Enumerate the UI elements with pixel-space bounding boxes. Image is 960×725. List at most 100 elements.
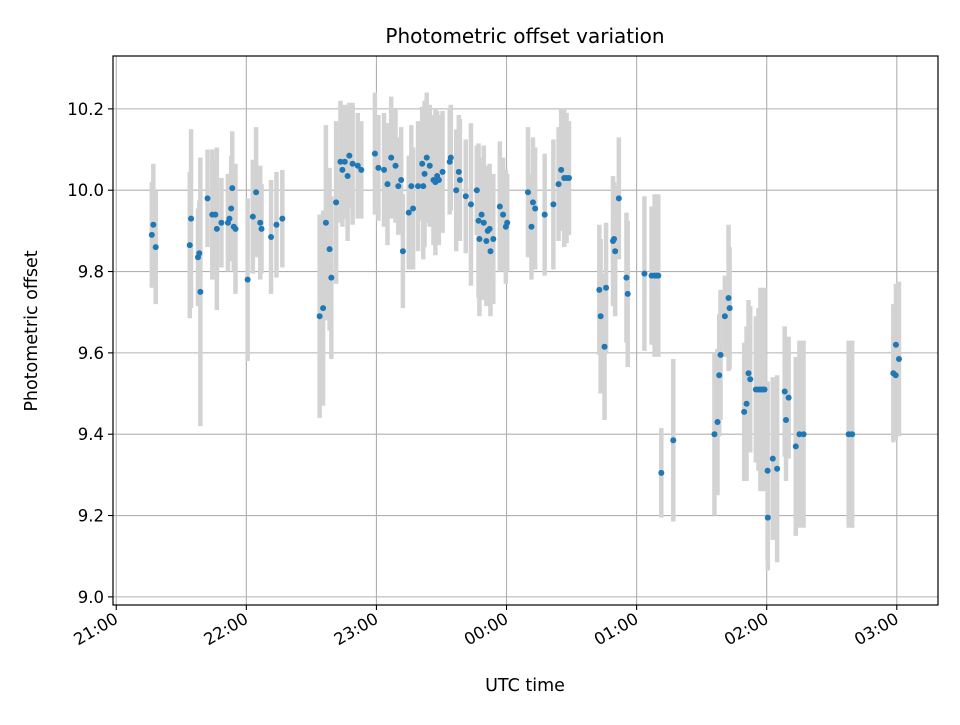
data-point (371, 150, 378, 157)
data-point (415, 183, 422, 190)
data-point (611, 236, 618, 242)
data-point (532, 205, 539, 212)
data-point (716, 372, 723, 379)
data-point (232, 225, 239, 232)
y-tick-label: 9.8 (78, 263, 104, 282)
data-point (764, 467, 771, 474)
data-point (333, 199, 340, 206)
data-point (747, 376, 754, 383)
data-point (612, 248, 619, 255)
data-point (258, 225, 265, 232)
data-point (408, 183, 415, 190)
data-point (624, 290, 631, 297)
data-point (496, 203, 503, 210)
data-point (339, 166, 346, 173)
data-point (279, 215, 286, 222)
data-point (892, 372, 899, 379)
data-point (197, 288, 204, 295)
data-point (152, 244, 159, 251)
data-point (455, 168, 462, 175)
data-point (487, 248, 494, 255)
data-point (253, 189, 260, 196)
data-point (244, 276, 251, 283)
data-point (426, 162, 433, 169)
data-point (478, 211, 485, 218)
data-point (741, 408, 748, 415)
data-point (781, 388, 788, 395)
data-point (349, 160, 356, 167)
data-point (435, 177, 442, 184)
data-point (476, 236, 483, 242)
data-point (344, 172, 351, 179)
y-axis-label: Photometric offset (22, 250, 42, 411)
y-tick-label: 9.4 (78, 425, 104, 444)
data-point (480, 219, 487, 226)
data-point (615, 195, 622, 202)
data-point (483, 238, 490, 245)
data-point (486, 225, 493, 232)
data-point (764, 514, 771, 521)
data-point (524, 189, 531, 196)
data-point (743, 400, 750, 407)
data-point (726, 305, 733, 312)
y-tick-label: 10.2 (67, 100, 104, 119)
data-point (785, 394, 792, 401)
data-point (717, 351, 724, 358)
data-point (597, 313, 604, 320)
data-point (725, 294, 732, 301)
data-point (658, 469, 665, 476)
data-point (745, 370, 752, 377)
data-point (326, 246, 333, 253)
data-point (228, 205, 235, 212)
data-point (268, 233, 275, 240)
data-point (670, 437, 677, 444)
data-point (328, 274, 335, 281)
data-point (388, 154, 395, 161)
data-point (213, 225, 220, 232)
data-point (204, 195, 211, 202)
data-point (796, 431, 803, 438)
y-tick-label: 9.0 (78, 588, 104, 607)
data-point (623, 274, 630, 281)
x-axis-label: UTC time (485, 676, 565, 696)
data-point (467, 201, 474, 208)
data-point (375, 164, 382, 171)
data-point (800, 431, 807, 438)
data-point (792, 443, 799, 450)
data-point (398, 177, 405, 184)
data-point (420, 183, 427, 190)
data-point (711, 431, 718, 438)
data-point (603, 284, 610, 291)
data-point (895, 355, 902, 362)
data-point (500, 211, 507, 218)
data-point (212, 211, 219, 218)
data-point (849, 431, 856, 438)
data-point (565, 175, 572, 181)
data-point (423, 154, 430, 161)
data-point (774, 465, 781, 472)
data-point (528, 223, 535, 230)
data-point (550, 201, 557, 208)
data-point (655, 272, 662, 279)
data-point (419, 160, 426, 167)
data-point (346, 152, 353, 159)
data-point (541, 211, 548, 218)
data-point (439, 168, 446, 175)
data-point (721, 313, 728, 320)
data-point (399, 248, 406, 255)
data-point (257, 219, 264, 226)
data-point (229, 185, 236, 192)
data-point (473, 187, 480, 194)
data-point (490, 236, 497, 242)
data-point (783, 416, 790, 423)
data-point (596, 286, 603, 293)
data-point (421, 170, 428, 177)
data-point (892, 341, 899, 348)
data-point (558, 166, 565, 173)
data-point (273, 221, 280, 228)
data-point (226, 215, 233, 222)
data-point (462, 193, 469, 200)
y-tick-label: 10.0 (67, 181, 104, 200)
